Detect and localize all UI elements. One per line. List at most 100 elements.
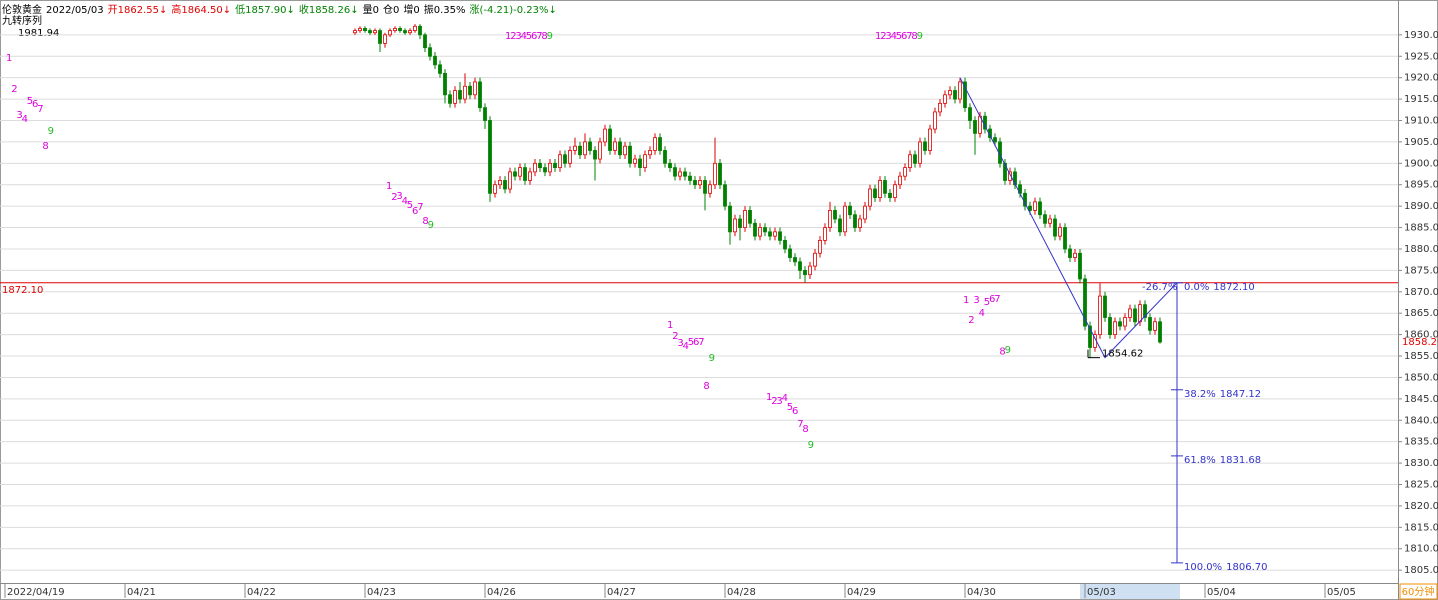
x-tick-label: 04/23 <box>367 587 396 598</box>
candle-body <box>678 171 682 177</box>
y-tick-label: 1850.00 <box>1404 372 1438 383</box>
td-digit: 7 <box>536 31 542 42</box>
header-item: 伦敦黄金 <box>2 3 42 16</box>
td-digit: 1 <box>667 320 673 331</box>
y-tick-label: 1870.00 <box>1404 287 1438 298</box>
candle-body <box>938 102 942 113</box>
x-tick-label: 04/30 <box>967 587 996 598</box>
candle-body <box>1063 227 1067 250</box>
candle-body <box>918 141 922 164</box>
y-tick-label: 1840.00 <box>1404 415 1438 426</box>
candle-body <box>393 28 397 31</box>
y-tick-label: 1905.00 <box>1404 137 1438 148</box>
candle-body <box>853 214 857 228</box>
candle-body <box>803 269 807 276</box>
x-tick-label: 04/22 <box>247 587 276 598</box>
y-tick-label: 1910.00 <box>1404 115 1438 126</box>
y-tick-label: 1930.00 <box>1404 30 1438 41</box>
td-digit: 5 <box>27 96 33 107</box>
candle-body <box>628 145 632 164</box>
candle-body <box>503 180 507 190</box>
candle-body <box>448 94 452 104</box>
candle-body <box>353 30 357 34</box>
td-digit: 7 <box>994 294 1000 305</box>
y-tick-label: 1915.00 <box>1404 94 1438 105</box>
candle-body <box>373 30 377 34</box>
candle-body <box>418 25 422 36</box>
period[interactable]: 60分钟 <box>1402 585 1435 598</box>
candle-body <box>658 137 662 151</box>
y-tick-label: 1880.00 <box>1404 244 1438 255</box>
candle-body <box>1083 278 1087 327</box>
x-tick-label: 04/26 <box>487 587 516 598</box>
candle-body <box>818 240 822 254</box>
header-item: 高1864.50↓ <box>171 3 231 16</box>
x-tick-label: 04/28 <box>727 587 756 598</box>
td-digit: 1 <box>963 295 969 306</box>
low-label: 1854.62 <box>1102 349 1143 360</box>
candle-body <box>438 64 442 74</box>
candle-body <box>633 158 637 164</box>
candle-body <box>543 167 547 173</box>
candle-body <box>1123 317 1127 327</box>
candle-body <box>798 261 802 271</box>
candle-body <box>363 28 367 31</box>
candle-body <box>583 141 587 156</box>
candle-body <box>1078 252 1082 280</box>
fib-pct: 100.0% <box>1184 562 1222 573</box>
candle-body <box>928 128 932 151</box>
td-digit: 3 <box>16 110 22 121</box>
candle-body <box>768 231 772 237</box>
candle-body <box>618 141 622 156</box>
candle-body <box>888 192 892 198</box>
candle-body <box>858 218 862 228</box>
candle-body <box>948 90 952 96</box>
td-digit: 1 <box>386 181 392 192</box>
candle-body <box>518 167 522 177</box>
x-tick-label: 05/03 <box>1087 587 1116 598</box>
td-digit: 8 <box>911 31 917 42</box>
td-digit: 1 <box>6 53 12 64</box>
candle-body <box>498 180 502 186</box>
td-digit: 4 <box>22 114 28 125</box>
candle-body <box>703 180 707 194</box>
td-digit: 9 <box>709 353 715 364</box>
header-item: 低1857.90↓ <box>235 3 295 16</box>
td-digit: 8 <box>802 424 808 435</box>
candle-body <box>883 180 887 194</box>
candle-body <box>1113 321 1117 336</box>
td-digit: 4 <box>891 31 897 42</box>
candle-body <box>793 257 797 263</box>
range-pct: -26.7% <box>1142 282 1177 293</box>
candle-body <box>778 231 782 241</box>
candle-body <box>388 30 392 36</box>
candle-body <box>863 205 867 220</box>
period-box[interactable] <box>1399 583 1438 600</box>
fib-value: 1872.10 <box>1213 282 1254 293</box>
y-tick-label: 1920.00 <box>1404 73 1438 84</box>
td-digit: 3 <box>515 31 521 42</box>
y-tick-label: 1890.00 <box>1404 201 1438 212</box>
candle-body <box>408 30 412 34</box>
fib-label: 38.2% 1847.12 <box>1184 389 1261 400</box>
header: 伦敦黄金 2022/05/03 开1862.55↓ 高1864.50↓ 低1857.90… <box>2 3 557 16</box>
max-label: 1981.94 <box>18 28 59 39</box>
candle-body <box>738 218 742 228</box>
td-digit: 9 <box>917 31 923 42</box>
y-tick-label: 1835.00 <box>1404 437 1438 448</box>
candle-body <box>513 171 517 177</box>
candle-body <box>1148 317 1152 331</box>
td-digit: 3 <box>396 191 402 202</box>
candle-body <box>1138 304 1142 323</box>
candle-body <box>698 180 702 186</box>
y-tick-label: 1925.00 <box>1404 51 1438 62</box>
candle-body <box>1028 205 1032 211</box>
candle-body <box>828 210 832 228</box>
candle-body <box>1133 308 1137 323</box>
td-digit: 8 <box>999 347 1005 358</box>
candle-body <box>958 81 962 100</box>
x-highlight <box>1080 584 1180 599</box>
td-digit: 3 <box>677 338 683 349</box>
candle-body <box>813 252 817 267</box>
